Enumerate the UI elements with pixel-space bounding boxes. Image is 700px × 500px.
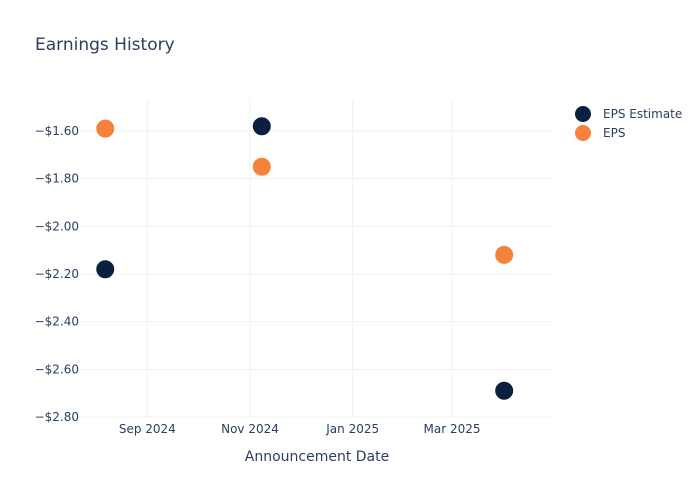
y-tick-label: −$2.20	[35, 267, 79, 281]
eps-point	[251, 156, 272, 177]
legend-label-eps-estimate: EPS Estimate	[603, 107, 682, 121]
x-tick-label: Mar 2025	[424, 422, 481, 436]
y-tick-label: −$2.80	[35, 410, 79, 424]
y-tick-label: −$1.80	[35, 172, 79, 186]
eps-point	[494, 244, 515, 265]
y-tick-label: −$2.60	[35, 362, 79, 376]
chart-title: Earnings History	[35, 35, 175, 55]
data-points	[95, 116, 515, 401]
eps-point	[95, 118, 116, 139]
legend-marker-eps	[575, 125, 591, 141]
y-tick-label: −$2.00	[35, 219, 79, 233]
x-axis-title: Announcement Date	[245, 449, 389, 465]
x-tick-label: Nov 2024	[221, 422, 279, 436]
legend-marker-eps-estimate	[575, 106, 591, 122]
y-tick-label: −$1.60	[35, 124, 79, 138]
x-axis: Sep 2024 Nov 2024 Jan 2025 Mar 2025	[119, 422, 481, 436]
legend: EPS Estimate EPS	[575, 106, 682, 141]
x-tick-label: Sep 2024	[119, 422, 176, 436]
eps-estimate-point	[95, 259, 116, 280]
grid-layer	[80, 100, 553, 418]
legend-label-eps: EPS	[603, 126, 625, 140]
x-tick-label: Jan 2025	[325, 422, 379, 436]
y-tick-label: −$2.40	[35, 315, 79, 329]
eps-estimate-point	[251, 116, 272, 137]
eps-estimate-point	[494, 380, 515, 401]
y-axis: −$1.60 −$1.80 −$2.00 −$2.20 −$2.40 −$2.60 −$2.…	[35, 124, 79, 424]
